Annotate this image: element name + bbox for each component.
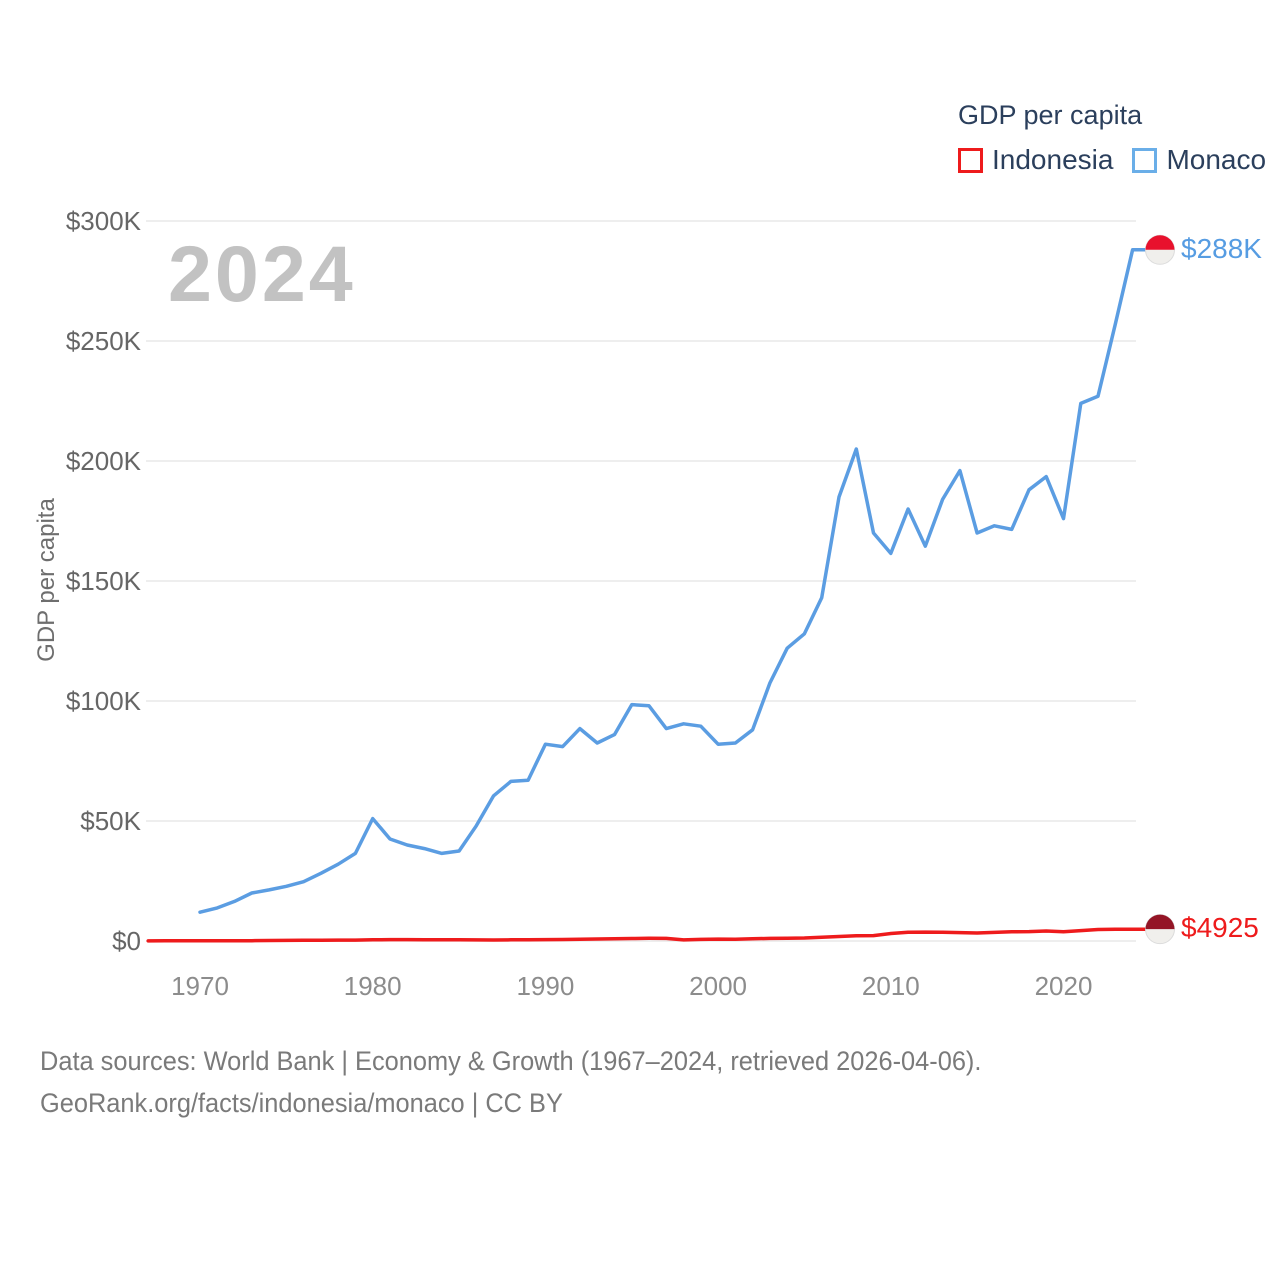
x-tick-label: 1980 (343, 971, 402, 1001)
legend-label-monaco: Monaco (1166, 144, 1267, 175)
monaco-swatch-icon[interactable] (1132, 147, 1158, 173)
series-lines (146, 248, 1149, 943)
monaco-end-value-label: $288K (1181, 232, 1262, 264)
y-tick-label: $150K (65, 566, 141, 596)
legend-items: Indonesia Monaco (958, 144, 1266, 176)
legend-label-indonesia: Indonesia (992, 144, 1114, 175)
legend-item-monaco[interactable]: Monaco (1132, 144, 1266, 176)
gridlines (146, 220, 1136, 942)
y-tick-label: $200K (65, 446, 141, 476)
footer-sources-line: Data sources: World Bank | Economy & Gro… (40, 1046, 982, 1076)
indonesia-end-value-label: $4925 (1181, 912, 1259, 944)
footer-attribution-line: GeoRank.org/facts/indonesia/monaco | CC … (40, 1088, 563, 1118)
legend: GDP per capita Indonesia Monaco (958, 100, 1266, 176)
flag-end-markers (1145, 234, 1175, 945)
monaco-flag-icon (1145, 234, 1175, 265)
legend-title: GDP per capita (958, 100, 1143, 130)
footer: Data sources: World Bank | Economy & Gro… (40, 1040, 981, 1124)
y-tick-label: $100K (65, 686, 141, 716)
indonesia-flag-icon (1145, 914, 1175, 945)
y-tick-label: $50K (80, 806, 141, 836)
x-tick-label: 1970 (171, 971, 229, 1001)
x-tick-label: 1990 (516, 971, 575, 1001)
x-tick-label: 2010 (861, 971, 920, 1001)
x-tick-label: 2000 (689, 971, 748, 1001)
year-watermark: 2024 (168, 229, 356, 318)
indonesia-line (146, 927, 1149, 943)
y-axis-title: GDP per capita (33, 498, 60, 662)
y-tick-label: $250K (65, 326, 141, 356)
legend-item-indonesia[interactable]: Indonesia (958, 144, 1113, 176)
y-tick-label: $300K (65, 206, 141, 236)
x-tick-label: 2020 (1034, 971, 1093, 1001)
monaco-line (198, 248, 1149, 914)
y-tick-label: $0 (112, 926, 141, 956)
indonesia-swatch-icon[interactable] (958, 147, 983, 173)
